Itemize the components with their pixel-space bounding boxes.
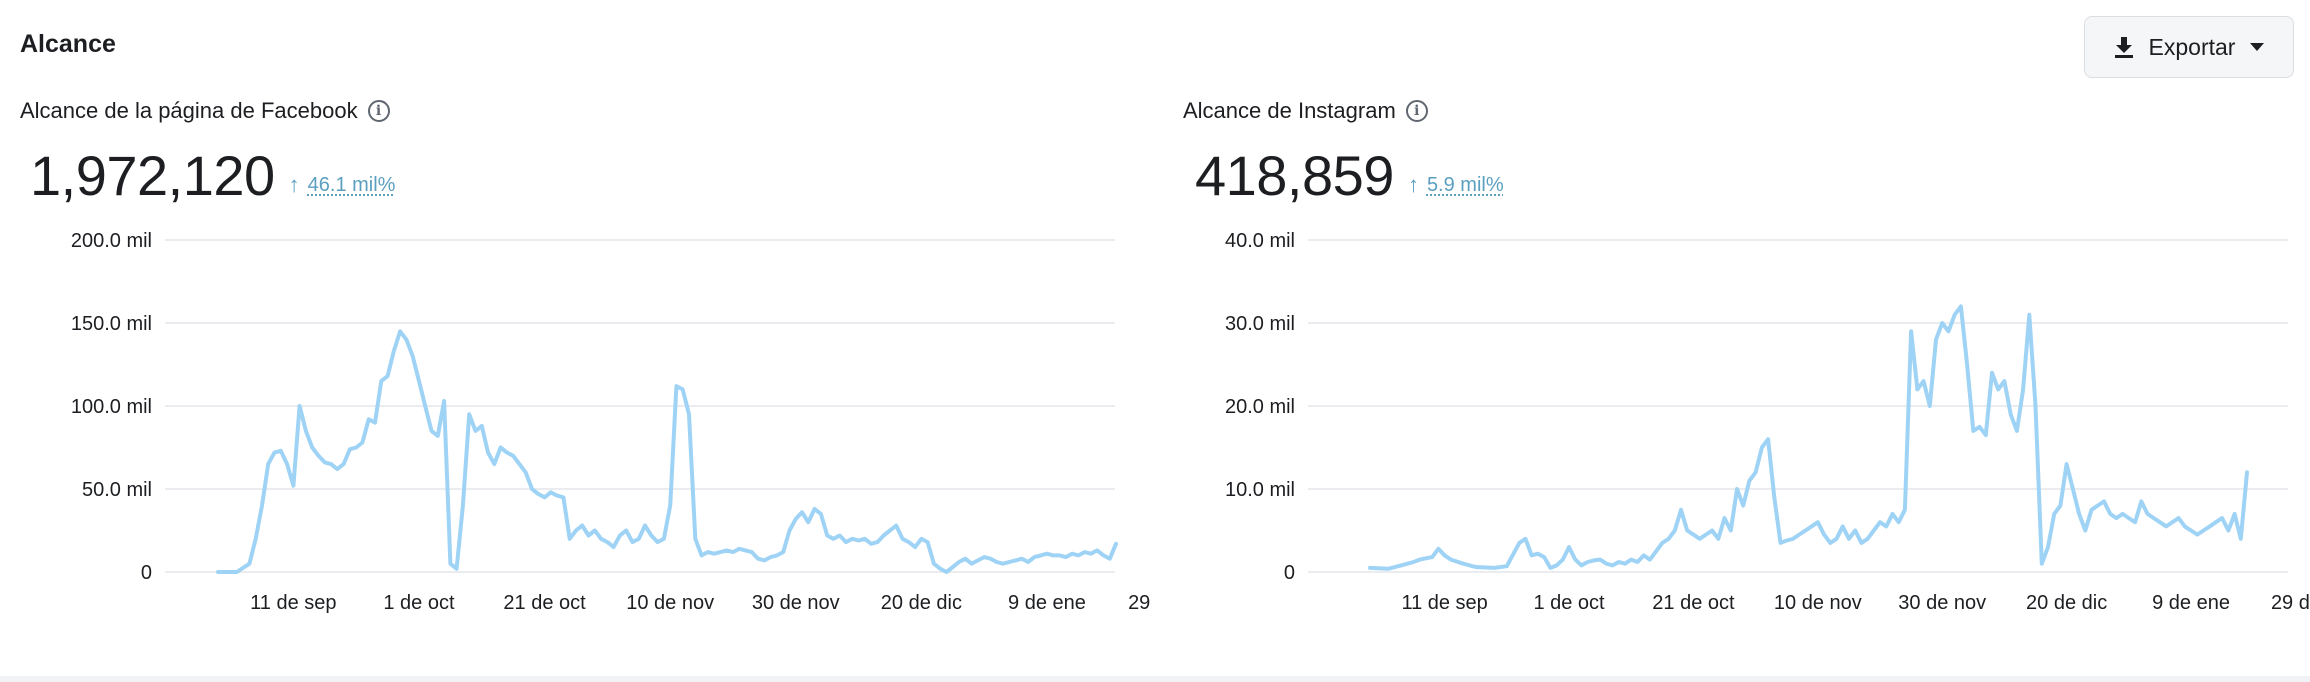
instagram-chart-y-tick-label: 40.0 mil — [1225, 230, 1295, 252]
instagram-chart-y-tick-label: 20.0 mil — [1225, 396, 1295, 418]
export-button[interactable]: Exportar — [2084, 16, 2294, 78]
facebook-delta: ↑ 46.1 mil% — [289, 172, 396, 198]
instagram-delta-value[interactable]: 5.9 mil% — [1426, 173, 1504, 196]
instagram-chart-x-tick-label: 20 de dic — [2026, 592, 2107, 614]
instagram-reach-panel: Alcance de Instagram i 418,859 ↑ 5.9 mil… — [1180, 0, 2310, 682]
bottom-divider — [0, 676, 2310, 682]
instagram-chart-x-tick-label: 29 de ene — [2271, 592, 2310, 614]
arrow-up-icon: ↑ — [288, 172, 300, 197]
facebook-chart-y-tick-label: 200.0 mil — [71, 230, 152, 252]
facebook-reach-title: Alcance de la página de Facebook i — [20, 98, 390, 124]
facebook-reach-chart: 0 50.0 mil 100.0 mil 150.0 mil 200.0 mil 11 d… — [71, 230, 1150, 614]
instagram-chart-y-tick-label: 10.0 mil — [1225, 479, 1295, 501]
instagram-chart-x-tick-label: 9 de ene — [2152, 592, 2230, 614]
facebook-reach-value: 1,972,120 — [30, 144, 275, 207]
facebook-chart-series-line[interactable] — [216, 329, 1118, 574]
caret-down-icon — [2249, 42, 2265, 52]
facebook-chart-x-tick-label: 21 de oct — [503, 592, 586, 614]
download-icon — [2113, 35, 2135, 59]
facebook-chart-x-tick-label: 29 de ene — [1128, 592, 1150, 614]
facebook-chart-x-tick-label: 1 de oct — [383, 592, 455, 614]
instagram-chart-x-tick-label: 30 de nov — [1898, 592, 1986, 614]
instagram-reach-value: 418,859 — [1195, 144, 1394, 207]
instagram-delta: ↑ 5.9 mil% — [1408, 172, 1504, 198]
instagram-reach-title-text: Alcance de Instagram — [1183, 98, 1396, 123]
facebook-reach-panel: Alcance de la página de Facebook i 1,972… — [0, 0, 1150, 682]
instagram-chart-x-tick-label: 21 de oct — [1652, 592, 1735, 614]
instagram-reach-chart: 0 10.0 mil 20.0 mil 30.0 mil 40.0 mil 11 de s… — [1225, 230, 2310, 614]
facebook-chart-x-tick-label: 10 de nov — [626, 592, 714, 614]
facebook-chart-x-tick-label: 11 de sep — [250, 592, 336, 614]
facebook-reach-title-text: Alcance de la página de Facebook — [20, 98, 358, 123]
arrow-up-icon: ↑ — [1407, 172, 1419, 197]
instagram-reach-title: Alcance de Instagram i — [1183, 98, 1428, 124]
section-title: Alcance — [20, 30, 116, 58]
facebook-chart-y-tick-label: 100.0 mil — [71, 396, 152, 418]
facebook-chart-x-tick-label: 9 de ene — [1008, 592, 1086, 614]
info-icon[interactable]: i — [367, 100, 390, 122]
instagram-chart-x-tick-label: 10 de nov — [1774, 592, 1862, 614]
info-icon[interactable]: i — [1405, 100, 1428, 122]
facebook-delta-value[interactable]: 46.1 mil% — [307, 173, 396, 196]
export-label: Exportar — [2148, 33, 2236, 60]
facebook-chart-x-tick-label: 30 de nov — [752, 592, 840, 614]
instagram-chart-y-tick-label: 0 — [1284, 562, 1295, 584]
facebook-chart-y-tick-label: 50.0 mil — [82, 479, 152, 501]
facebook-chart-y-tick-label: 0 — [141, 562, 152, 584]
instagram-chart-x-tick-label: 11 de sep — [1401, 592, 1487, 614]
instagram-chart-series-line[interactable] — [1368, 304, 2249, 571]
facebook-metric: 1,972,120 ↑ 46.1 mil% — [30, 148, 395, 204]
instagram-metric: 418,859 ↑ 5.9 mil% — [1195, 148, 1504, 204]
facebook-chart-x-tick-label: 20 de dic — [881, 592, 962, 614]
facebook-chart-y-tick-label: 150.0 mil — [71, 313, 152, 335]
instagram-chart-x-tick-label: 1 de oct — [1533, 592, 1605, 614]
instagram-chart-y-tick-label: 30.0 mil — [1225, 313, 1295, 335]
